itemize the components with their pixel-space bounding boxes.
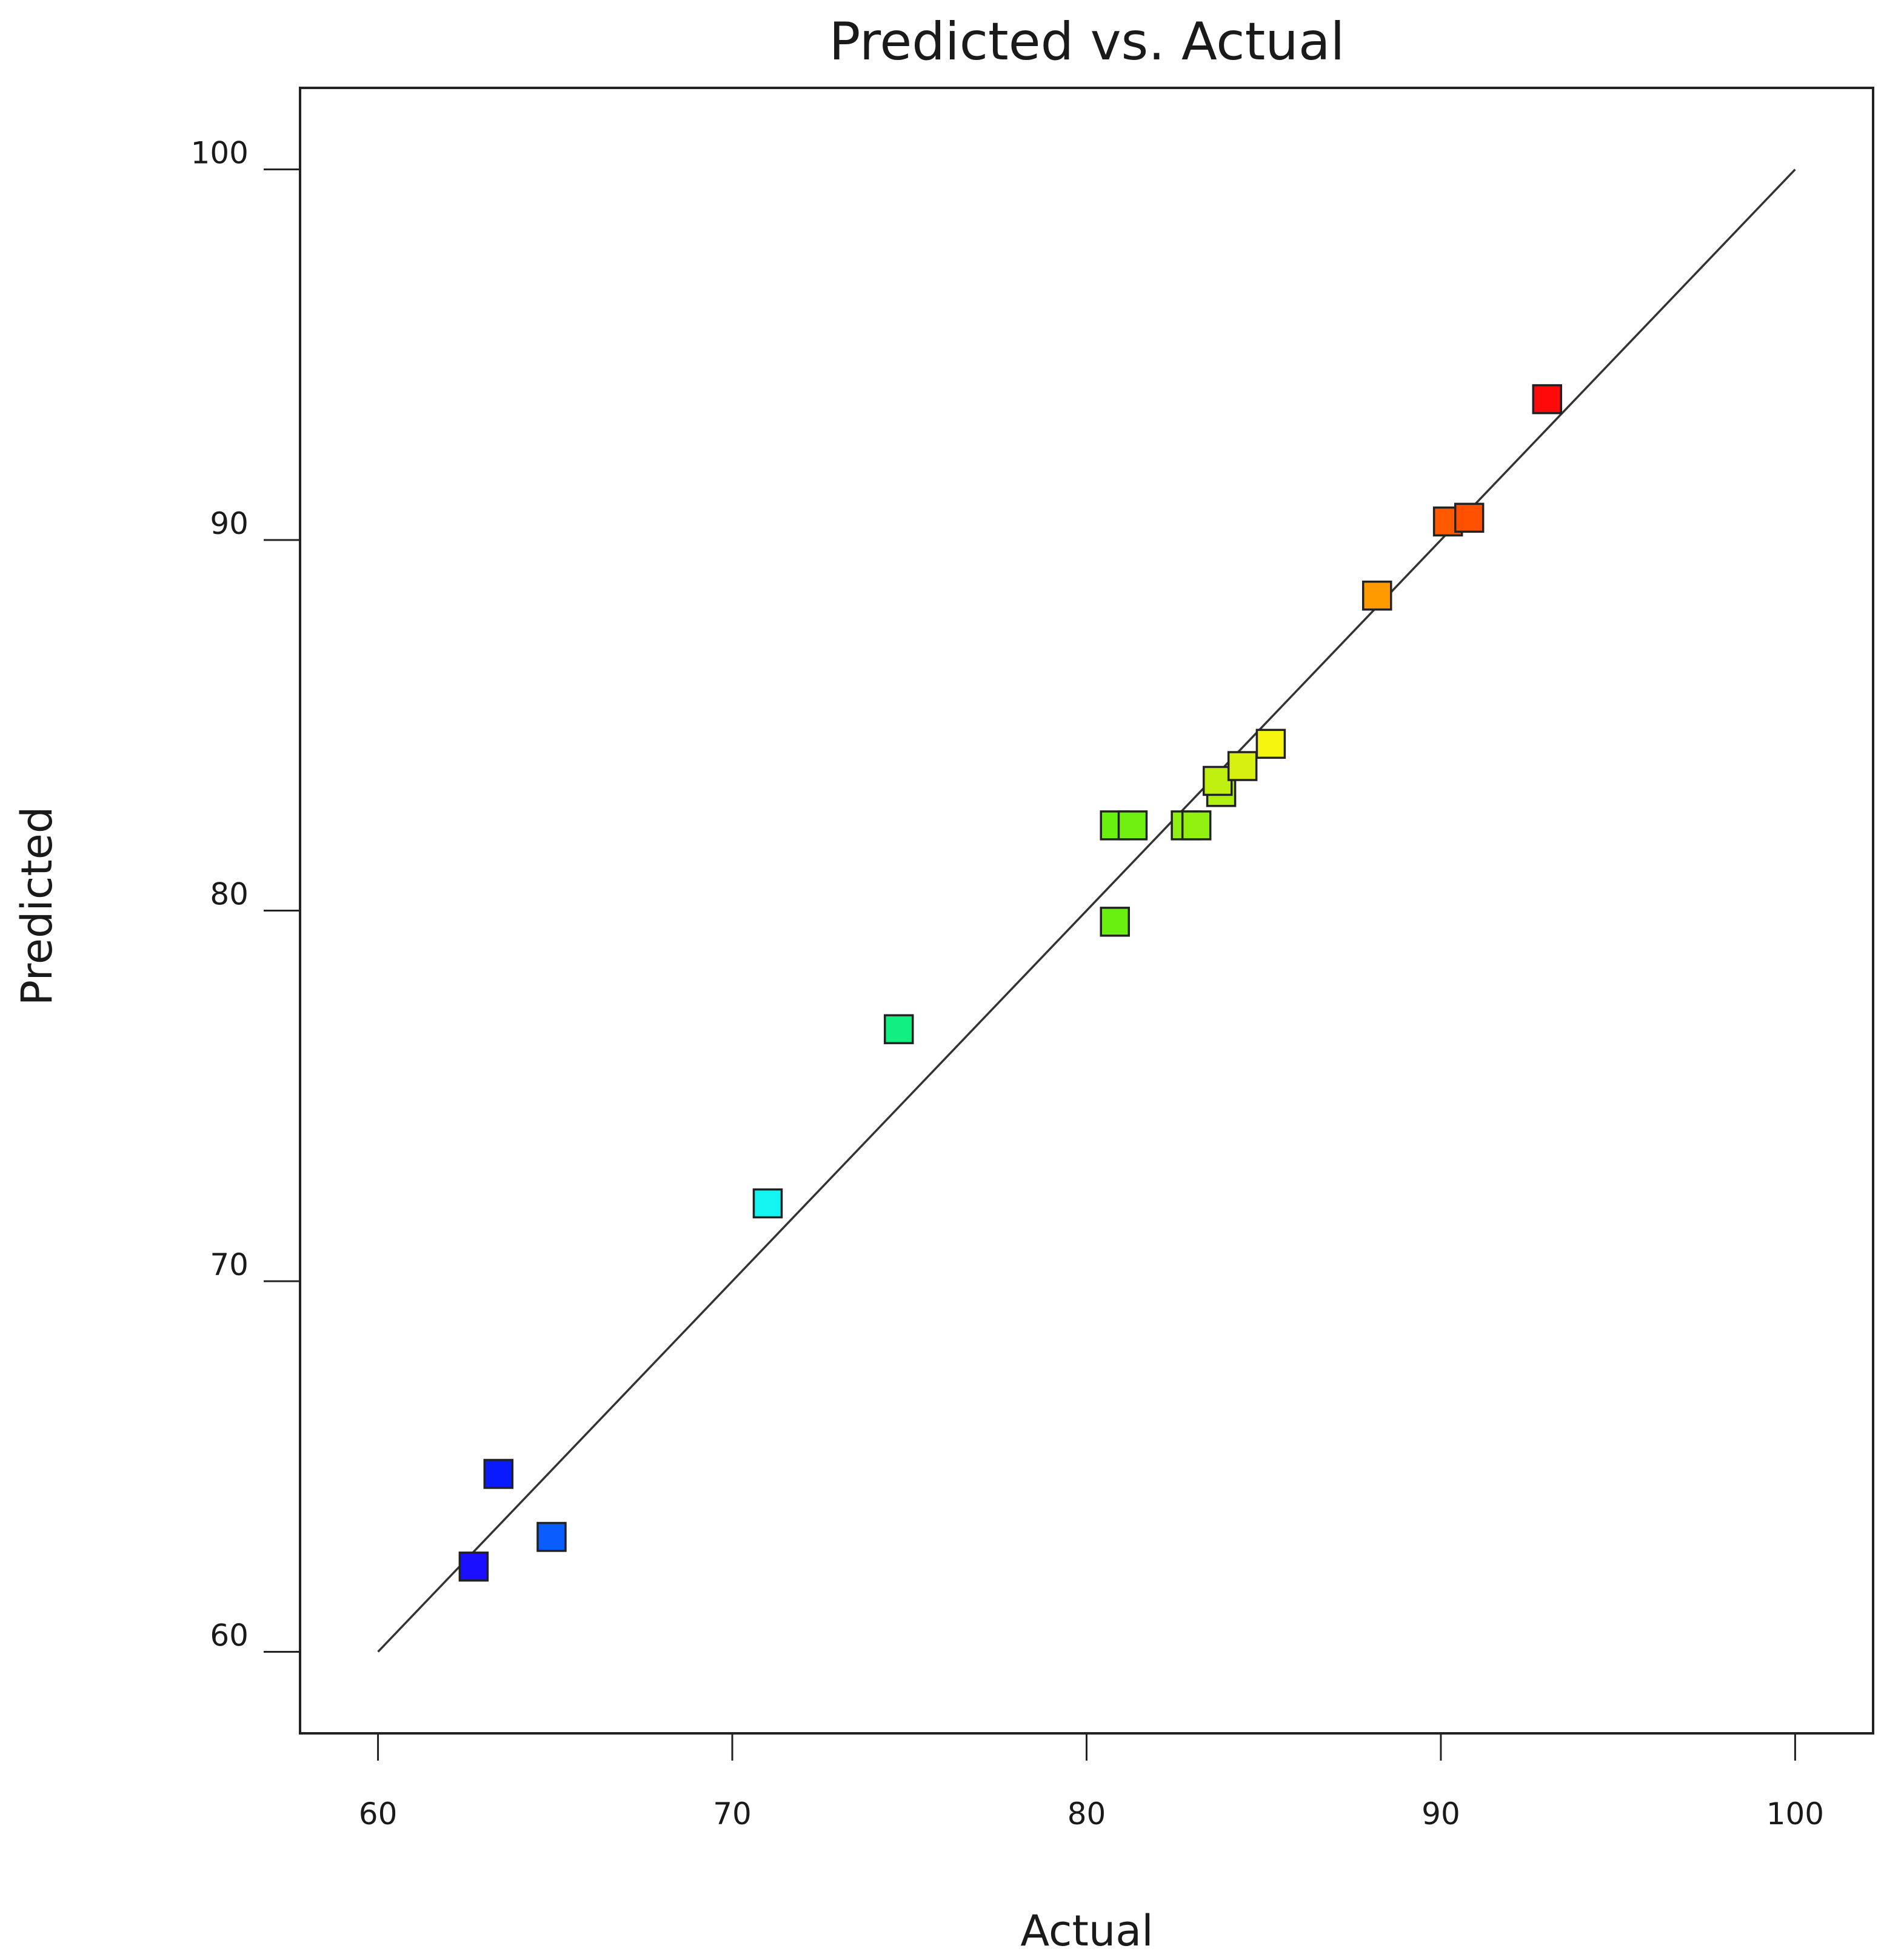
data-point	[1362, 580, 1392, 611]
x-tick-label: 70	[713, 1796, 752, 1832]
data-point	[458, 1552, 489, 1582]
y-tick-label: 100	[191, 136, 249, 171]
reference-line	[377, 168, 1796, 1653]
x-tick-label: 60	[359, 1796, 398, 1832]
data-point	[752, 1188, 783, 1219]
data-point	[1117, 810, 1148, 841]
data-point	[536, 1522, 567, 1552]
y-axis: 60 70 80 90 100	[191, 136, 300, 1653]
x-tick-label: 80	[1067, 1796, 1106, 1832]
x-axis-label: Actual	[1020, 1906, 1153, 1956]
x-axis: 60 70 80 90 100	[359, 1733, 1824, 1832]
data-point	[1532, 384, 1563, 415]
chart-title: Predicted vs. Actual	[829, 12, 1345, 72]
y-tick-label: 70	[210, 1247, 249, 1282]
y-tick-label: 80	[210, 877, 249, 912]
data-point	[1181, 810, 1212, 841]
y-tick-label: 90	[210, 506, 249, 541]
x-tick-label: 100	[1766, 1796, 1824, 1832]
data-point	[883, 1014, 914, 1044]
data-point	[1100, 907, 1131, 937]
data-point	[1454, 502, 1485, 533]
data-point	[483, 1459, 514, 1489]
data-point	[1255, 728, 1286, 759]
y-axis-label: Predicted	[12, 807, 62, 1006]
data-point	[1227, 751, 1258, 781]
data-point	[1203, 765, 1233, 796]
y-tick-label: 60	[210, 1618, 249, 1653]
data-points	[458, 384, 1563, 1582]
x-tick-label: 90	[1421, 1796, 1460, 1832]
